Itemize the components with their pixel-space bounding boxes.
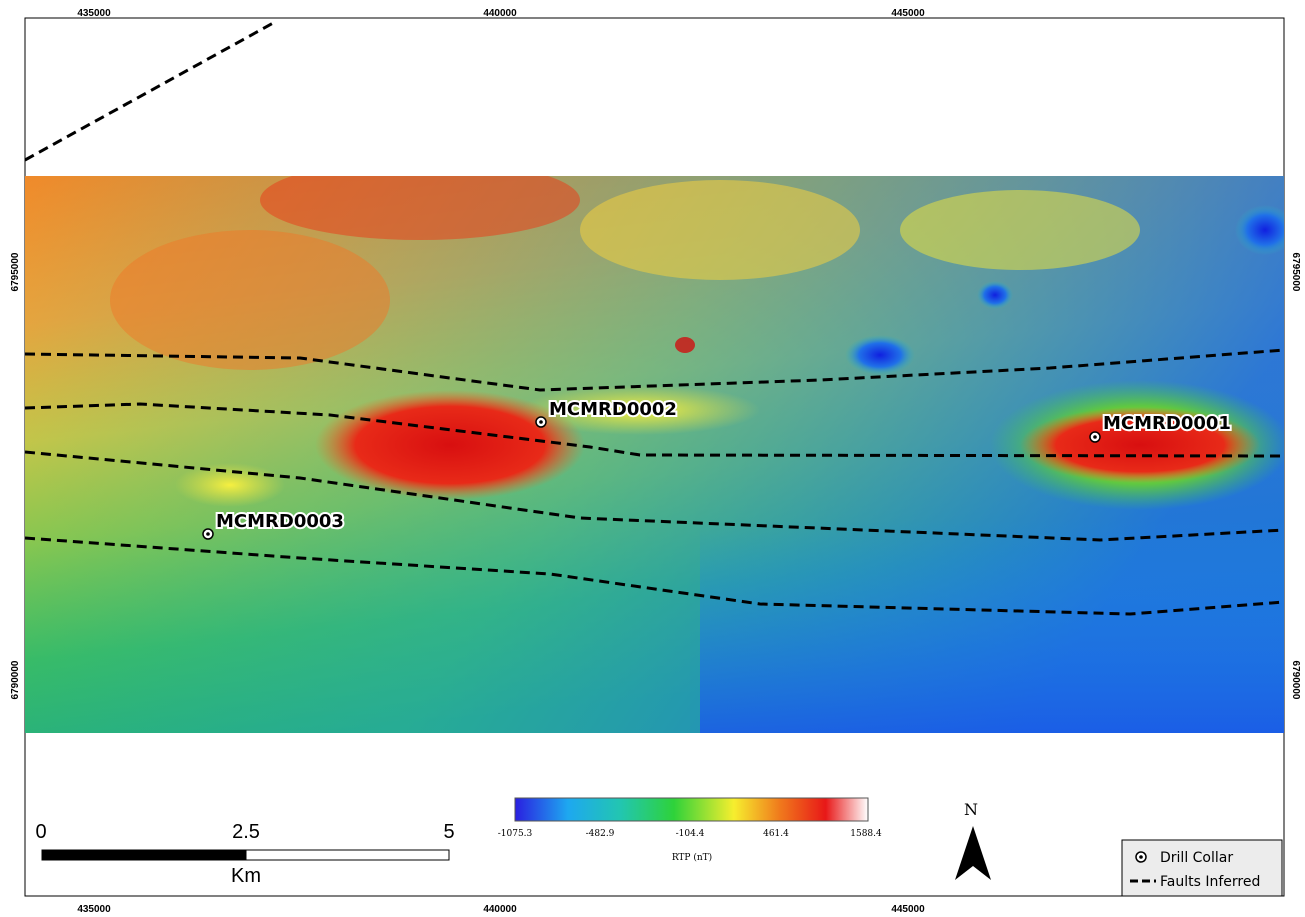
fault-line	[25, 450, 1284, 542]
drill-collar-MCMRD0001[interactable]: MCMRD0001	[1089, 411, 1233, 443]
northing-ticks-left: 6795000 6790000	[10, 252, 21, 699]
fault-line	[25, 402, 1284, 458]
coord-label: 6790000	[1290, 661, 1301, 700]
magnetic-raster	[25, 176, 1284, 733]
colorbar: -1075.3 -482.9 -104.4 461.4 1588.4 RTP (…	[498, 797, 882, 863]
north-arrow-icon	[955, 826, 991, 880]
coord-label: 435000	[77, 904, 111, 915]
coord-label: 6795000	[10, 252, 21, 291]
legend-box: Drill Collar Faults Inferred	[1121, 839, 1283, 897]
north-label: N	[964, 800, 978, 819]
colorbar-tick: 461.4	[763, 829, 789, 839]
scale-tick-label: 0	[35, 821, 46, 843]
north-arrow: N	[955, 800, 991, 880]
drill-collar-MCMRD0002[interactable]: MCMRD0002	[535, 397, 679, 428]
drill-collar-MCMRD0003[interactable]: MCMRD0003	[202, 509, 346, 540]
drill-collar-dot	[1093, 435, 1097, 439]
scale-tick-label: 5	[443, 821, 454, 843]
colorbar-tick: -482.9	[586, 829, 615, 839]
legend-label-drill-collar: Drill Collar	[1160, 850, 1233, 866]
drill-collar-dot	[1139, 855, 1143, 859]
scale-bar: 0 2.5 5 Km	[35, 821, 454, 887]
scale-bar-filled	[41, 849, 247, 861]
drill-collar-dot	[539, 420, 543, 424]
easting-ticks-top: 435000 440000 445000	[77, 8, 925, 19]
scale-unit-label: Km	[231, 865, 261, 887]
scale-bar-empty	[245, 849, 450, 861]
drill-collar-label: MCMRD0002	[549, 399, 677, 420]
coord-label: 6790000	[10, 660, 21, 699]
inferred-faults	[25, 20, 1284, 616]
drill-collar-dot	[206, 532, 210, 536]
colorbar-tick: -1075.3	[498, 829, 533, 839]
colorbar-tick: -104.4	[676, 829, 705, 839]
drill-collar-label: MCMRD0001	[1103, 413, 1231, 434]
coord-label: 440000	[483, 8, 517, 19]
colorbar-tick: 1588.4	[850, 829, 882, 839]
scale-tick-label: 2.5	[232, 821, 260, 843]
fault-line	[25, 536, 1284, 616]
coord-label: 435000	[77, 8, 111, 19]
drill-collar-label: MCMRD0003	[216, 511, 344, 532]
colorbar-ramp	[514, 797, 869, 822]
legend-label-faults: Faults Inferred	[1160, 874, 1260, 890]
coord-label: 445000	[891, 904, 925, 915]
fault-line	[25, 348, 1284, 392]
northing-ticks-right: 6795000 6790000	[1290, 253, 1301, 700]
coord-label: 440000	[483, 904, 517, 915]
easting-ticks-bottom: 435000 440000 445000	[77, 904, 925, 915]
colorbar-label: RTP (nT)	[672, 852, 712, 863]
coord-label: 6795000	[1290, 253, 1301, 292]
coord-label: 445000	[891, 8, 925, 19]
